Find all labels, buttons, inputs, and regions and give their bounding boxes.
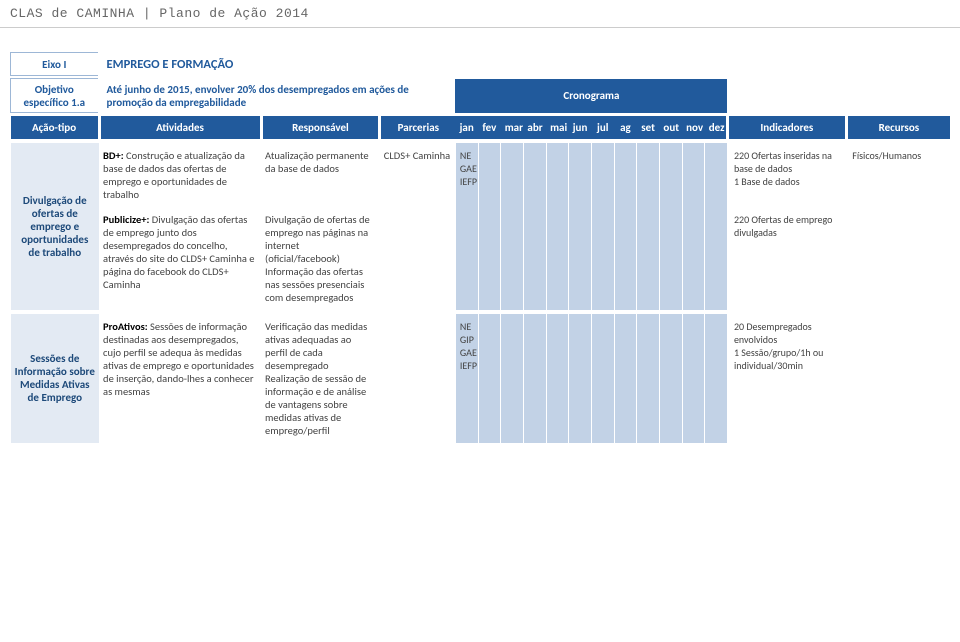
col-indicadores: Indicadores: [727, 116, 846, 139]
acao-tipo-cell: Divulgação de ofertas de emprego e oport…: [11, 143, 100, 310]
month-cell: NE GIP GAE IEFP: [455, 314, 478, 443]
col-month: dez: [705, 116, 728, 139]
atividade-label: BD+:: [103, 149, 124, 162]
responsavel-cell: Atualização permanente da base de dados: [261, 143, 380, 207]
atividade-cell: BD+: Construção e atualização da base de…: [99, 143, 261, 207]
eixo-title: EMPREGO E FORMAÇÃO: [99, 53, 950, 76]
indicador-cell: 220 Ofertas de emprego divulgadas: [727, 207, 846, 310]
atividade-label: Publicize+:: [103, 213, 149, 226]
month-cell: NE GAE IEFP: [455, 143, 478, 310]
recursos-cell: [846, 314, 950, 443]
col-month: nov: [682, 116, 705, 139]
col-month: fev: [478, 116, 501, 139]
recursos-cell: [846, 207, 950, 310]
parcerias-main: CLDS+ Caminha: [384, 149, 450, 162]
col-month: jan: [455, 116, 478, 139]
indicador-cell: 20 Desempregados envolvidos 1 Sessão/gru…: [727, 314, 846, 443]
recursos-cell: Físicos/Humanos: [846, 143, 950, 207]
col-atividades: Atividades: [99, 116, 261, 139]
atividade-cell: ProAtivos: Sessões de informação destina…: [99, 314, 261, 443]
col-month: jun: [569, 116, 592, 139]
atividade-label: ProAtivos:: [103, 320, 148, 333]
atividade-text: Construção e atualização da base de dado…: [103, 149, 245, 201]
col-month: set: [637, 116, 660, 139]
col-month: abr: [523, 116, 546, 139]
col-responsavel: Responsável: [261, 116, 380, 139]
page-header: CLAS de CAMINHA | Plano de Ação 2014: [0, 0, 960, 28]
col-recursos: Recursos: [846, 116, 950, 139]
plan-body: Divulgação de ofertas de emprego e oport…: [11, 143, 951, 443]
col-acao: Ação-tipo: [11, 116, 100, 139]
column-header-row: Ação-tipo Atividades Responsável Parceri…: [11, 116, 951, 139]
parcerias-cell: CLDS+ Caminha: [380, 143, 456, 207]
parcerias-cell: [380, 314, 456, 443]
col-month: out: [659, 116, 682, 139]
plan-content: Eixo I EMPREGO E FORMAÇÃO Objetivo espec…: [0, 28, 960, 443]
col-month: ag: [614, 116, 637, 139]
responsavel-cell: Verificação das medidas ativas adequadas…: [261, 314, 380, 443]
eixo-label: Eixo I: [11, 53, 100, 76]
parcerias-cell: [380, 207, 456, 310]
cronograma-header: Cronograma: [455, 79, 727, 113]
responsavel-cell: Divulgação de ofertas de emprego nas pág…: [261, 207, 380, 310]
col-month: mai: [546, 116, 569, 139]
col-parcerias: Parcerias: [380, 116, 456, 139]
objetivo-label: Objetivo específico 1.a: [11, 79, 100, 113]
col-month: jul: [591, 116, 614, 139]
atividade-cell: Publicize+: Divulgação das ofertas de em…: [99, 207, 261, 310]
objetivo-desc: Até junho de 2015, envolver 20% dos dese…: [99, 79, 455, 113]
table-row: Divulgação de ofertas de emprego e oport…: [11, 143, 951, 207]
col-month: mar: [501, 116, 524, 139]
table-row: Sessões de Informação sobre Medidas Ativ…: [11, 314, 951, 443]
indicador-cell: 220 Ofertas inseridas na base de dados 1…: [727, 143, 846, 207]
acao-tipo-cell: Sessões de Informação sobre Medidas Ativ…: [11, 314, 100, 443]
plan-table: Eixo I EMPREGO E FORMAÇÃO Objetivo espec…: [10, 52, 950, 443]
